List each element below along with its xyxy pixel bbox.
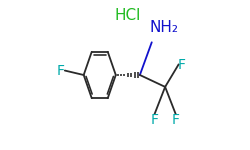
- Text: F: F: [178, 58, 186, 72]
- Text: HCl: HCl: [115, 8, 141, 23]
- Text: F: F: [57, 64, 65, 78]
- Text: F: F: [172, 113, 179, 127]
- Text: F: F: [151, 113, 159, 127]
- Text: NH₂: NH₂: [149, 20, 178, 35]
